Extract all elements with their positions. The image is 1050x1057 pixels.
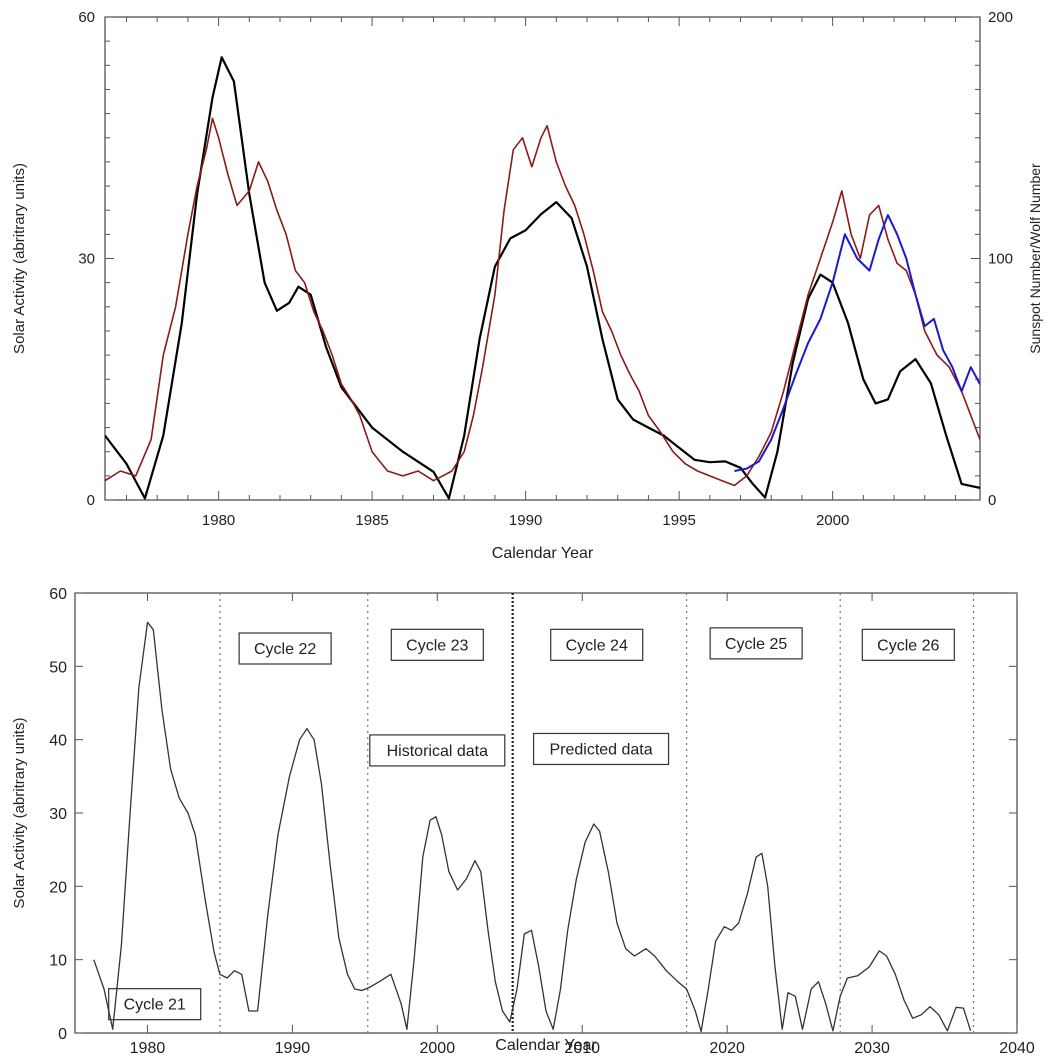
top-x-tick-label: 1980 [202,512,235,529]
bottom-y-tick-label: 20 [49,879,67,896]
annotation-label: Cycle 23 [406,637,468,654]
top-plot-frame [104,16,981,501]
top-y2-tick-label: 100 [988,251,1013,268]
top-y-tick-label: 60 [78,9,95,26]
activity-projection-line [93,621,972,1033]
annotation-label: Cycle 22 [254,641,316,658]
annotation-label: Cycle 26 [877,637,939,654]
bottom-y-tick-label: 60 [49,586,67,603]
annotation-box [532,732,670,766]
bottom-x-tick-label: 2010 [564,1040,600,1057]
annotation-box [550,628,644,661]
bottom-x-tick-label: 2000 [420,1040,456,1057]
bottom-x-tick-label: 1990 [275,1040,311,1057]
annotation-box [369,734,506,767]
bottom-x-tick-label: 2040 [999,1040,1035,1057]
sunspot-number-line [105,117,980,487]
bottom-y-tick-label: 40 [49,733,67,750]
annotation-box [861,628,955,661]
top-y2-axis-label: Sunspot Number/Wolf Number [1027,163,1043,354]
bottom-y-tick-label: 30 [49,806,67,823]
bottom-y-tick-label: 0 [58,1026,67,1043]
bottom-y-tick-label: 10 [49,953,67,970]
annotation-label: Cycle 24 [566,637,628,654]
bottom-x-axis-label: Calendar Year [495,1037,597,1054]
top-y2-tick-label: 0 [988,492,996,509]
bottom-y-axis-label: Solar Activity (abritrary units) [11,718,28,909]
wolf-number-line [734,214,980,472]
top-y-tick-label: 0 [87,492,95,509]
annotation-label: Cycle 25 [725,636,787,653]
top-x-tick-label: 1990 [509,512,542,529]
bottom-y-tick-label: 50 [49,659,67,676]
annotation-label: Predicted data [549,741,652,758]
annotation-label: Historical data [387,743,488,760]
top-y2-tick-label: 200 [988,9,1013,26]
top-x-tick-label: 2000 [816,512,849,529]
top-chart: 1980 1985 1990 1995 2000 0 30 60 0 100 200 Calendar… [11,9,1043,562]
top-y-axis-label: Solar Activity (abritrary units) [11,163,28,354]
top-x-tick-label: 1985 [355,512,388,529]
annotation-label: Cycle 21 [124,997,186,1014]
annotation-box [108,988,202,1021]
bottom-x-tick-label: 2020 [709,1040,745,1057]
top-x-tick-label: 1995 [662,512,695,529]
annotation-box [709,627,803,660]
bottom-x-tick-label: 1980 [130,1040,166,1057]
bottom-x-tick-label: 2030 [854,1040,890,1057]
annotation-box [390,628,484,661]
model-activity-line [105,56,980,500]
top-y-tick-label: 30 [78,251,95,268]
annotation-box [238,632,332,665]
top-x-axis-label: Calendar Year [492,545,594,562]
